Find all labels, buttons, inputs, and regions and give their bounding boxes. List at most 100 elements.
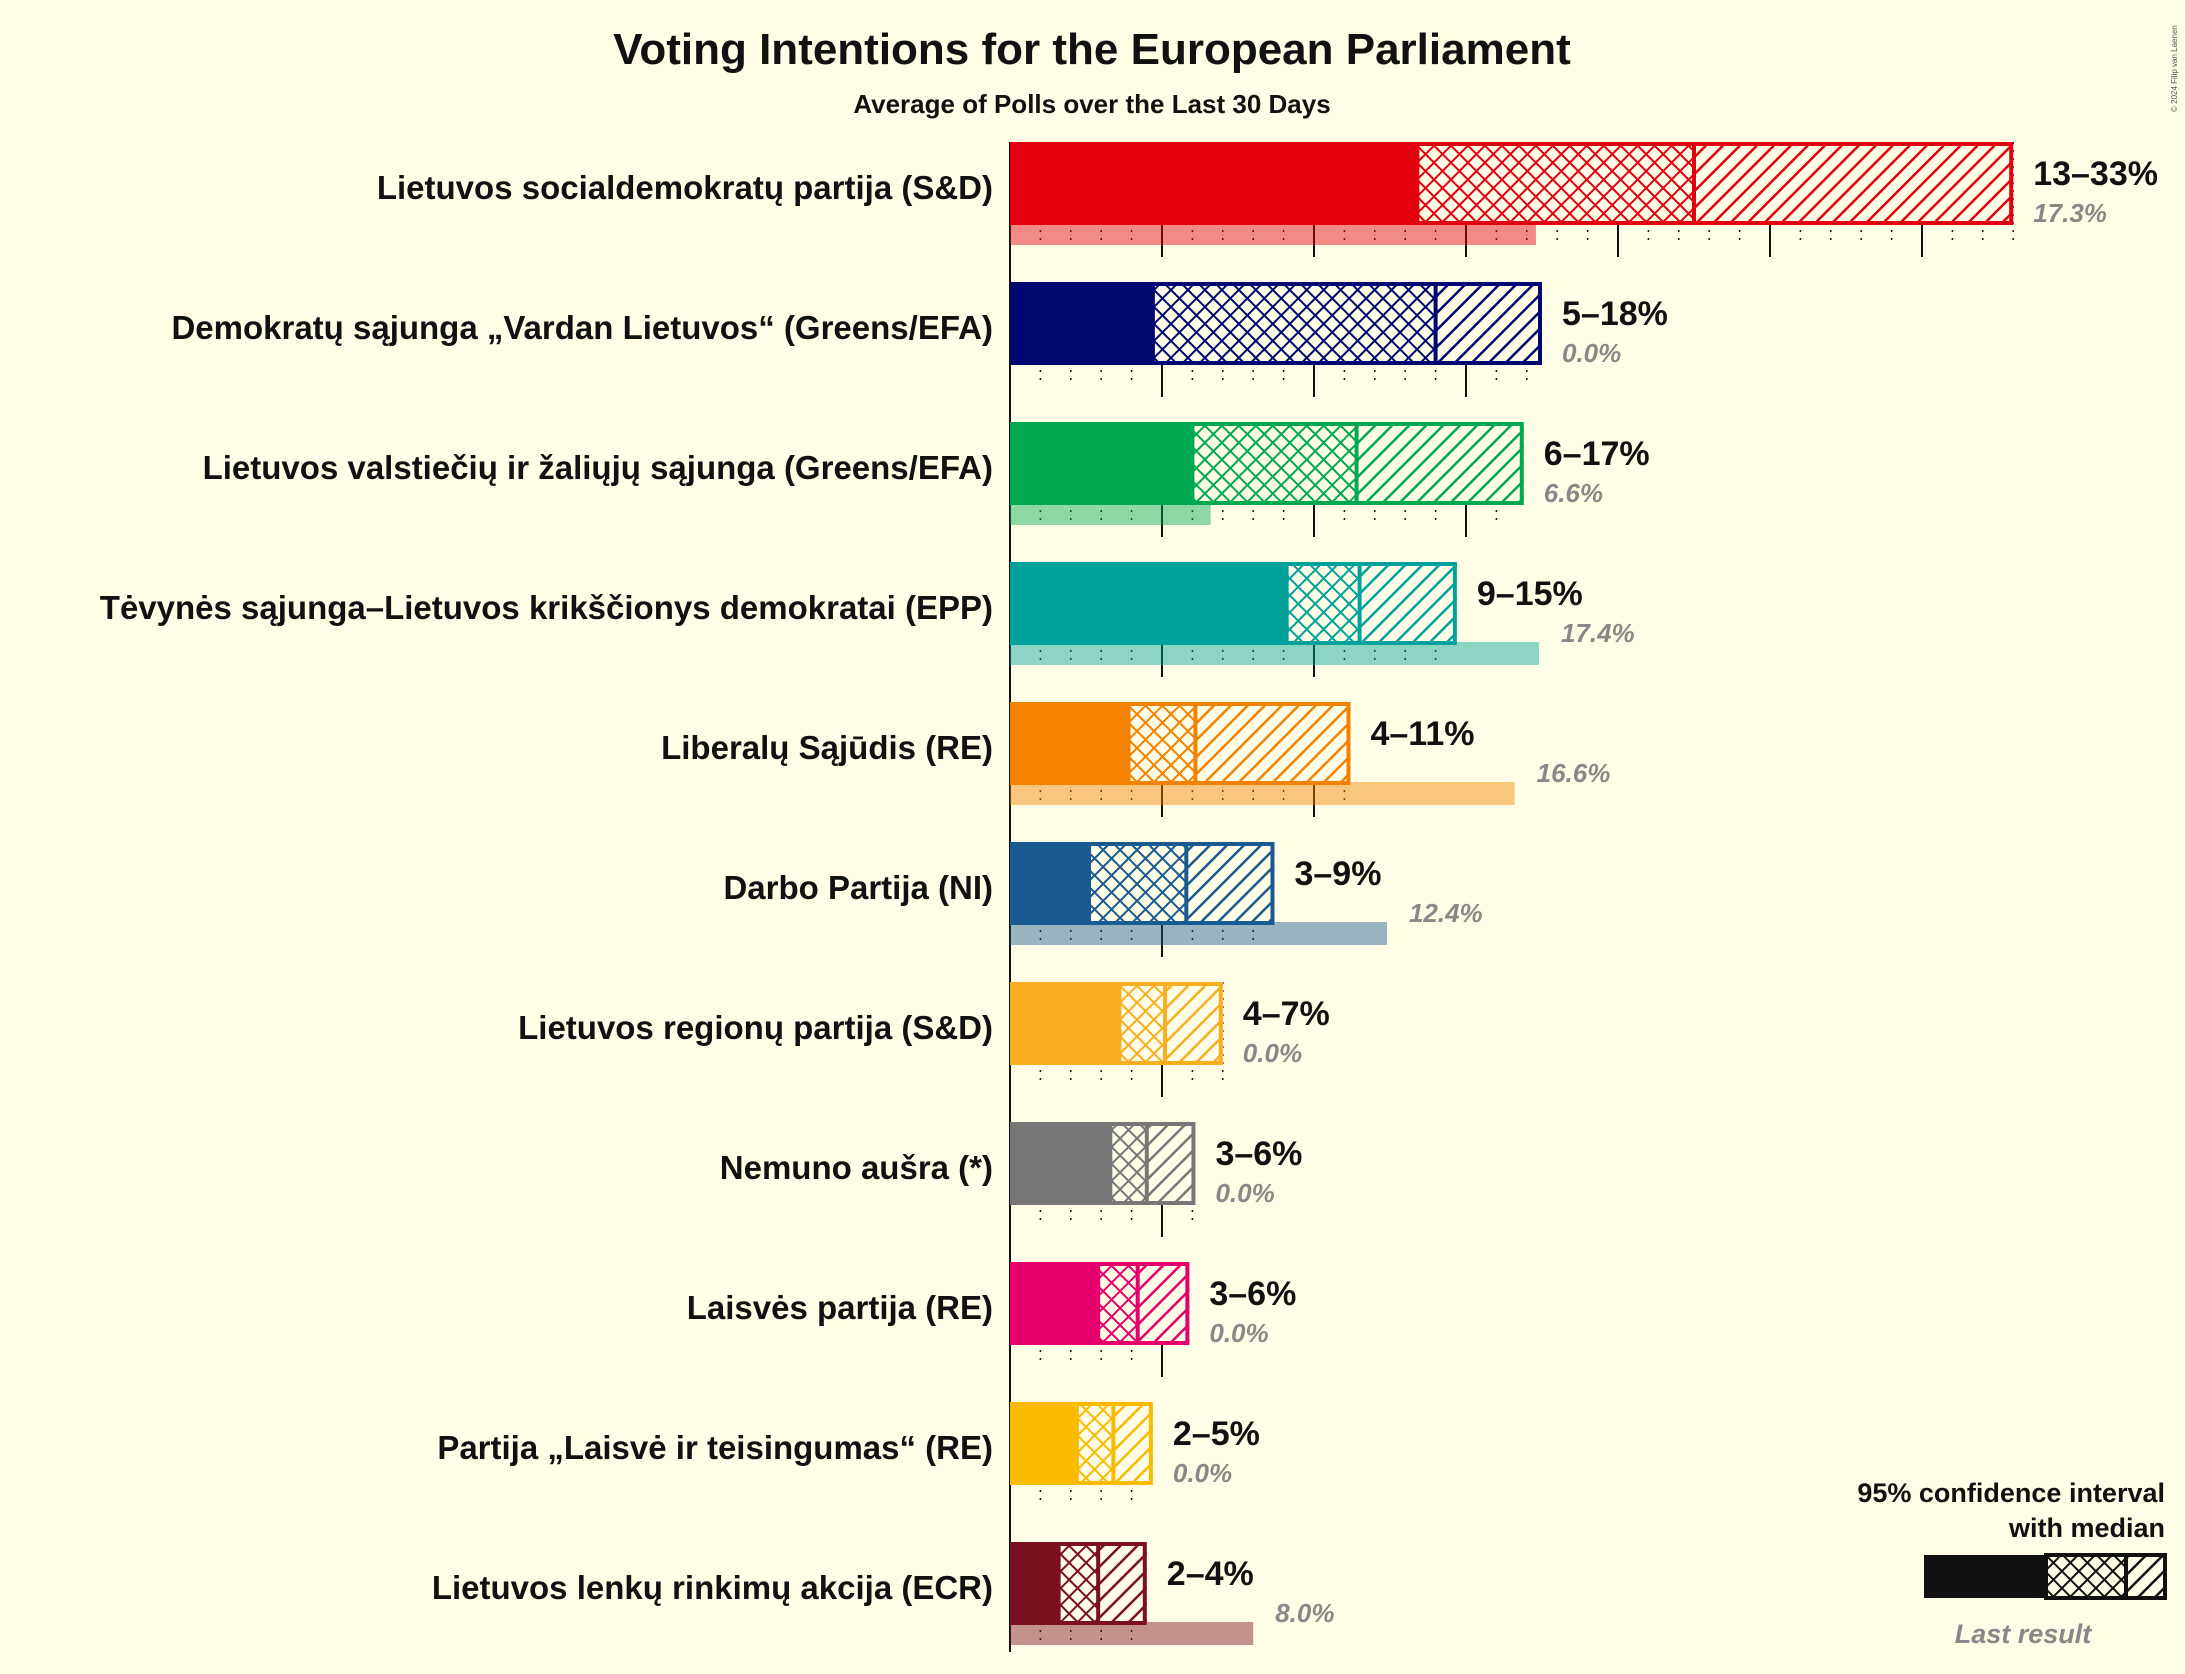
hatch-bar bbox=[1137, 1262, 1190, 1345]
interval-outline bbox=[1415, 142, 2014, 225]
last-result-label: 17.4% bbox=[1561, 618, 1635, 648]
hatch-bar bbox=[1359, 562, 1457, 645]
solid-bar bbox=[1010, 422, 1193, 505]
party-label: Tėvynės sąjunga–Lietuvos krikščionys dem… bbox=[100, 589, 993, 626]
party-label: Lietuvos socialdemokratų partija (S&D) bbox=[377, 169, 993, 206]
crosshatch-bar bbox=[1058, 1542, 1099, 1625]
last-result-bar bbox=[1010, 782, 1515, 805]
solid-bar bbox=[1010, 282, 1153, 365]
range-label: 4–11% bbox=[1370, 715, 1474, 753]
last-result-label: 0.0% bbox=[1209, 1318, 1268, 1348]
interval-outline bbox=[1056, 1542, 1147, 1625]
solid-bar bbox=[1010, 1262, 1099, 1345]
party-row: Liberalų Sąjūdis (RE) 4–11% 16.6% bbox=[661, 702, 1610, 805]
last-result-label: 0.0% bbox=[1562, 338, 1621, 368]
legend-line-1: 95% confidence interval bbox=[1857, 1478, 2165, 1508]
crosshatch-bar bbox=[1119, 982, 1166, 1065]
interval-outline bbox=[1126, 702, 1351, 785]
legend: 95% confidence interval with median Last… bbox=[1857, 1478, 2167, 1649]
legend-last-result: Last result bbox=[1955, 1619, 2093, 1649]
solid-bar bbox=[1010, 142, 1418, 225]
hatch-bar bbox=[1146, 1122, 1196, 1205]
range-label: 4–7% bbox=[1243, 995, 1330, 1033]
hatch-bar bbox=[1694, 142, 2014, 225]
legend-hatch-bar bbox=[2126, 1555, 2165, 1598]
interval-outline bbox=[1284, 562, 1457, 645]
party-row: Tėvynės sąjunga–Lietuvos krikščionys dem… bbox=[100, 562, 1635, 665]
party-row: Lietuvos socialdemokratų partija (S&D) 13… bbox=[377, 142, 2158, 245]
party-label: Laisvės partija (RE) bbox=[687, 1289, 993, 1326]
crosshatch-bar bbox=[1417, 142, 1694, 225]
legend-crosshatch-bar bbox=[2046, 1555, 2126, 1598]
party-row: Lietuvos lenkų rinkimų akcija (ECR) 2–4% 8… bbox=[432, 1542, 1334, 1645]
chart-title: Voting Intentions for the European Parli… bbox=[613, 25, 1571, 74]
crosshatch-bar bbox=[1089, 842, 1187, 925]
chart-subtitle: Average of Polls over the Last 30 Days bbox=[853, 89, 1330, 119]
solid-bar bbox=[1010, 982, 1120, 1065]
party-row: Darbo Partija (NI) 3–9% 12.4% bbox=[723, 842, 1483, 945]
last-result-bar bbox=[1010, 222, 1536, 245]
range-label: 2–5% bbox=[1173, 1415, 1260, 1453]
solid-bar bbox=[1010, 1402, 1077, 1485]
party-row: Lietuvos regionų partija (S&D) 4–7% 0.0% bbox=[518, 982, 1330, 1068]
interval-outline bbox=[1096, 1262, 1190, 1345]
crosshatch-bar bbox=[1110, 1122, 1147, 1205]
bars: Lietuvos socialdemokratų partija (S&D) 13… bbox=[100, 142, 2158, 1645]
solid-bar bbox=[1010, 562, 1287, 645]
solid-bar bbox=[1010, 702, 1129, 785]
last-result-bar bbox=[1010, 1622, 1254, 1645]
interval-outline bbox=[1150, 282, 1542, 365]
last-result-label: 0.0% bbox=[1243, 1038, 1302, 1068]
range-label: 2–4% bbox=[1167, 1555, 1254, 1593]
range-label: 3–9% bbox=[1294, 855, 1381, 893]
hatch-bar bbox=[1195, 702, 1351, 785]
legend-line-2: with median bbox=[2008, 1513, 2165, 1543]
last-result-label: 8.0% bbox=[1275, 1598, 1334, 1628]
last-result-label: 0.0% bbox=[1173, 1458, 1232, 1488]
legend-solid-bar bbox=[1924, 1555, 2046, 1598]
last-result-label: 16.6% bbox=[1537, 758, 1611, 788]
party-row: Demokratų sąjunga „Vardan Lietuvos“ (Gre… bbox=[171, 282, 1668, 368]
last-result-label: 17.3% bbox=[2033, 198, 2107, 228]
hatch-bar bbox=[1113, 1402, 1153, 1485]
interval-outline bbox=[1117, 982, 1223, 1065]
range-label: 13–33% bbox=[2033, 155, 2158, 193]
last-result-bar bbox=[1010, 642, 1539, 665]
range-label: 3–6% bbox=[1209, 1275, 1296, 1313]
crosshatch-bar bbox=[1192, 422, 1357, 505]
hatch-bar bbox=[1098, 1542, 1147, 1625]
interval-outline bbox=[1087, 842, 1275, 925]
hatch-bar bbox=[1356, 422, 1524, 505]
range-label: 3–6% bbox=[1215, 1135, 1302, 1173]
party-label: Demokratų sąjunga „Vardan Lietuvos“ (Gre… bbox=[171, 309, 993, 346]
party-row: Partija „Laisvė ir teisingumas“ (RE) 2–5%… bbox=[437, 1402, 1260, 1488]
hatch-bar bbox=[1165, 982, 1223, 1065]
range-label: 5–18% bbox=[1562, 295, 1668, 333]
hatch-bar bbox=[1435, 282, 1542, 365]
party-row: Laisvės partija (RE) 3–6% 0.0% bbox=[687, 1262, 1296, 1348]
party-row: Nemuno aušra (*) 3–6% 0.0% bbox=[720, 1122, 1302, 1208]
range-label: 9–15% bbox=[1477, 575, 1583, 613]
last-result-bar bbox=[1010, 502, 1211, 525]
crosshatch-bar bbox=[1076, 1402, 1114, 1485]
party-label: Lietuvos lenkų rinkimų akcija (ECR) bbox=[432, 1569, 993, 1606]
legend-interval-outline bbox=[2044, 1553, 2167, 1600]
copyright-notice: © 2024 Filip van Laenen bbox=[2170, 25, 2179, 112]
crosshatch-bar bbox=[1286, 562, 1360, 645]
solid-bar bbox=[1010, 1542, 1059, 1625]
crosshatch-bar bbox=[1152, 282, 1436, 365]
party-label: Partija „Laisvė ir teisingumas“ (RE) bbox=[437, 1429, 993, 1466]
solid-bar bbox=[1010, 842, 1090, 925]
party-label: Liberalų Sąjūdis (RE) bbox=[661, 729, 993, 766]
party-label: Nemuno aušra (*) bbox=[720, 1149, 993, 1186]
party-label: Darbo Partija (NI) bbox=[723, 869, 993, 906]
party-label: Lietuvos valstiečių ir žaliųjų sąjunga (… bbox=[203, 449, 993, 486]
party-label: Lietuvos regionų partija (S&D) bbox=[518, 1009, 993, 1046]
last-result-label: 12.4% bbox=[1409, 898, 1483, 928]
interval-outline bbox=[1108, 1122, 1196, 1205]
crosshatch-bar bbox=[1098, 1262, 1138, 1345]
last-result-label: 0.0% bbox=[1215, 1178, 1274, 1208]
solid-bar bbox=[1010, 1122, 1111, 1205]
range-label: 6–17% bbox=[1544, 435, 1650, 473]
last-result-bar bbox=[1010, 922, 1387, 945]
